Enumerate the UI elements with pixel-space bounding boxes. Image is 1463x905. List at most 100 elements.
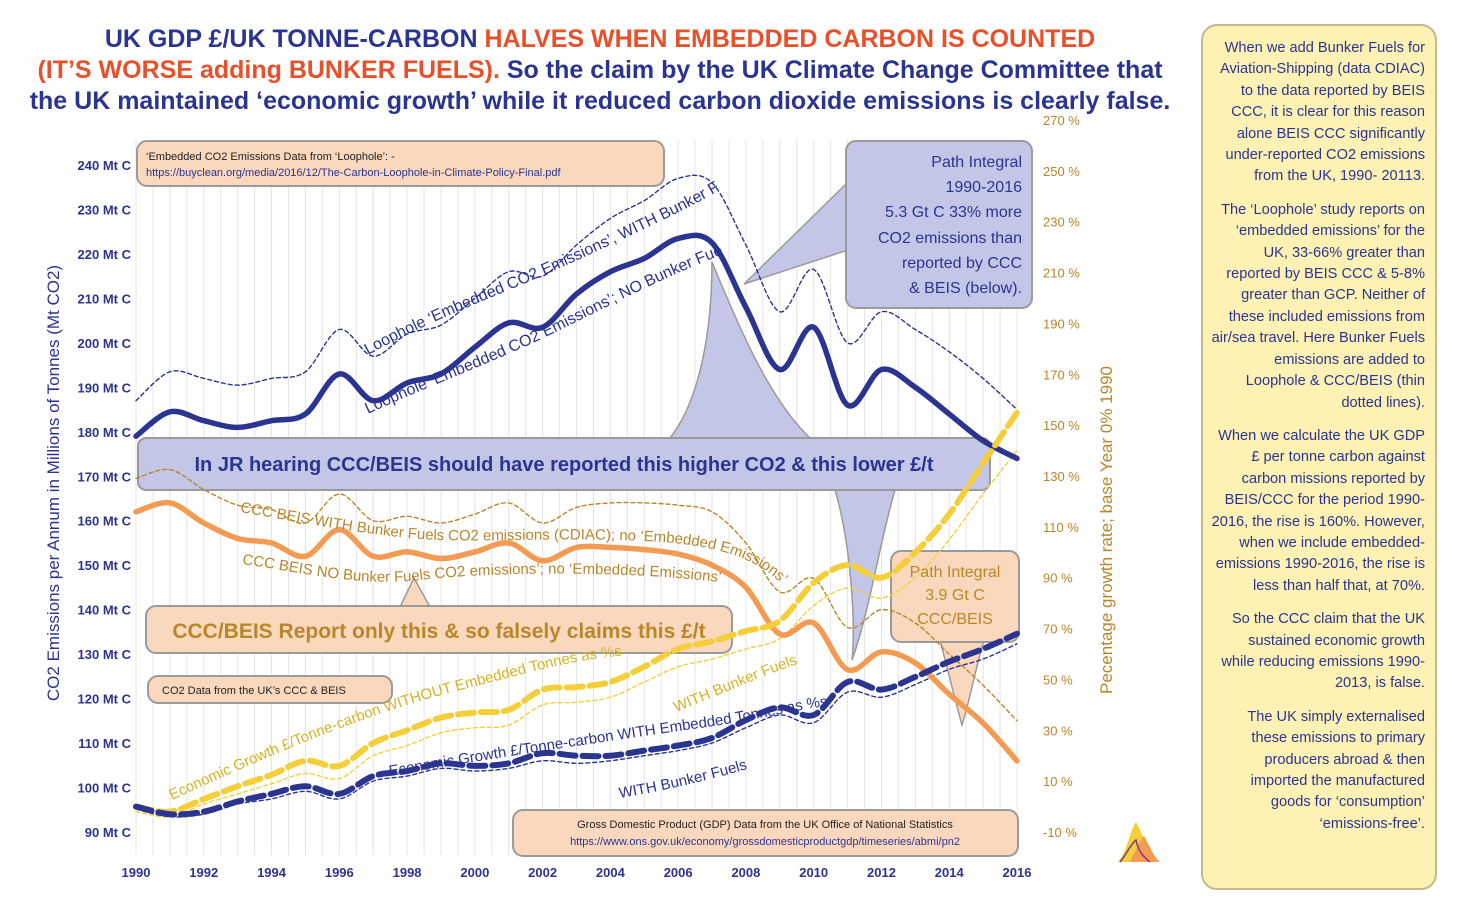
- ccc-source-text: CO2 Data from the UK’s CCC & BEIS: [162, 685, 346, 697]
- loophole-callout: [743, 140, 1033, 309]
- y2-tick-label: 250 %: [1043, 164, 1080, 179]
- y2-tick-label: 50 %: [1043, 672, 1073, 687]
- right-axis-ticks: -10 % 10 % 30 % 50 % 70 % 90 % 110 % 130 % 150 %…: [1043, 113, 1080, 840]
- series-line-1: [135, 174, 1018, 411]
- note-paragraph-2: The ‘Loophole’ study reports on ‘embedde…: [1211, 201, 1425, 411]
- y-tick-label: 160 Mt C: [78, 514, 132, 529]
- title-part-4: So the claim by the UK Climate Change Co…: [499, 56, 1163, 84]
- ccc-claim-text: CCC/BEIS Report only this & so falsely c…: [172, 620, 705, 643]
- label-econ-without-text: Economic Growth £/Tonne-carbon WITHOUT E…: [167, 643, 623, 804]
- data-series: [133, 174, 1020, 818]
- x-tick-label: 1994: [257, 865, 287, 880]
- loophole-source-line-2: https://buyclean.org/media/2016/12/The-C…: [146, 167, 561, 179]
- x-tick-label: 2014: [935, 865, 965, 880]
- path-integral-ccc-text: Path Integral 3.9 Gt C CCC/BEIS: [910, 564, 1001, 628]
- x-tick-label: 2008: [731, 865, 760, 880]
- y2-axis-label: Pecentage growth rate; base Year 0% 1990: [1097, 366, 1116, 694]
- note-paragraph-4: So the CCC claim that the UK sustained e…: [1221, 611, 1425, 692]
- ccc-claim-callout: [145, 576, 733, 654]
- y-tick-label: 120 Mt C: [78, 692, 132, 707]
- y2-tick-label: 110 %: [1043, 520, 1079, 535]
- y2-tick-label: 150 %: [1043, 418, 1080, 433]
- gdp-source-line-1: Gross Domestic Product (GDP) Data from t…: [577, 819, 953, 831]
- y2-tick-label: 130 %: [1043, 469, 1080, 484]
- pic-line-2: 3.9 Gt C: [925, 587, 985, 604]
- y-tick-label: 190 Mt C: [78, 380, 132, 395]
- y2-tick-label: 230 %: [1043, 215, 1080, 230]
- y2-tick-label: 210 %: [1043, 266, 1080, 281]
- pil-line-6: & BEIS (below).: [909, 280, 1022, 297]
- title-part-1: UK GDP £/UK TONNE-CARBON: [104, 25, 485, 53]
- y-tick-label: 110 Mt C: [78, 736, 131, 751]
- path-integral-loophole-text: Path Integral 1990-2016 5.3 Gt C 33% mor…: [878, 154, 1022, 297]
- x-tick-label: 1998: [393, 865, 422, 880]
- y-tick-label: 230 Mt C: [78, 202, 132, 217]
- ccc-path-callout-box: [890, 550, 1020, 643]
- y-tick-label: 210 Mt C: [78, 291, 132, 306]
- pic-line-1: Path Integral: [910, 564, 1001, 581]
- note-paragraph-5: The UK simply externalised these emissio…: [1247, 708, 1425, 832]
- loophole-callout-box: [845, 140, 1033, 309]
- label-econ-without: Economic Growth £/Tonne-carbon WITHOUT E…: [167, 643, 623, 804]
- y-tick-label: 100 Mt C: [78, 781, 132, 796]
- jr-callout-pointer-up: [668, 261, 812, 439]
- y2-tick-label: 190 %: [1043, 316, 1080, 331]
- title-part-2: HALVES WHEN EMBEDDED CARBON IS COUNTED: [484, 25, 1096, 53]
- chart-canvas: 1990 1992 1994 1996 1998 2000 2002 2004 2006 2008…: [0, 0, 1160, 880]
- y2-tick-label: -10 %: [1043, 825, 1077, 840]
- series-line-6: [133, 630, 1020, 818]
- pil-line-2: 1990-2016: [945, 179, 1022, 196]
- x-tick-label: 1990: [122, 865, 151, 880]
- x-tick-label: 2010: [799, 865, 828, 880]
- jr-callout: [137, 261, 991, 661]
- series-line-4: [133, 409, 1020, 815]
- x-tick-label: 1996: [325, 865, 354, 880]
- label-econ-with-text: Economic Growth £/Tonne-carbon WITH Embe…: [388, 693, 829, 780]
- gdp-source-line-2: https://www.ons.gov.uk/economy/grossdome…: [570, 836, 960, 848]
- gdp-source-box: [512, 809, 1019, 857]
- y-tick-label: 130 Mt C: [78, 647, 132, 662]
- y2-tick-label: 70 %: [1043, 622, 1073, 637]
- series-line-7: [135, 643, 1018, 818]
- series-line-0: [133, 232, 1020, 462]
- series-line-3: [135, 468, 1018, 722]
- y-tick-label: 90 Mt C: [85, 825, 132, 840]
- y-tick-label: 220 Mt C: [78, 247, 132, 262]
- x-tick-label: 2004: [596, 865, 626, 880]
- x-tick-label: 2002: [528, 865, 557, 880]
- title-line-3: the UK maintained ‘economic growth’ whil…: [29, 87, 1171, 115]
- title-part-3: (IT’S WORSE adding BUNKER FUELS).: [37, 56, 500, 84]
- y2-tick-label: 10 %: [1043, 774, 1073, 789]
- loophole-source-box: [136, 140, 665, 187]
- pil-line-4: CO2 emissions than: [878, 230, 1022, 247]
- left-axis-ticks: 90 Mt C 100 Mt C 110 Mt C 120 Mt C 130 Mt C 1…: [78, 158, 132, 840]
- label-ccc-no-text: CCC BEIS NO Bunker Fuels CO2 emissions’;…: [241, 551, 722, 586]
- y-axis-label: CO2 Emissions per Annum in Millions of T…: [44, 265, 63, 701]
- x-tick-label: 2000: [460, 865, 489, 880]
- x-tick-label: 2012: [867, 865, 896, 880]
- jr-hearing-text: In JR hearing CCC/BEIS should have repor…: [194, 454, 933, 476]
- pil-line-3: 5.3 Gt C 33% more: [885, 204, 1022, 221]
- pil-line-1: Path Integral: [931, 154, 1022, 171]
- x-tick-label: 1992: [189, 865, 218, 880]
- note-paragraph-3: When we calculate the UK GDP £ per tonne…: [1211, 427, 1425, 594]
- ccc-claim-callout-box: [145, 605, 733, 654]
- y-tick-label: 140 Mt C: [78, 603, 132, 618]
- pil-line-5: reported by CCC: [902, 255, 1022, 272]
- y-tick-label: 240 Mt C: [78, 158, 132, 173]
- loophole-source-line-1: ‘Embedded CO2 Emissions Data from ‘Looph…: [146, 151, 395, 163]
- ccc-source-box: [147, 675, 393, 704]
- x-tick-label: 2016: [1003, 865, 1032, 880]
- series-line-2: [133, 499, 1020, 764]
- label-econ-with: Economic Growth £/Tonne-carbon WITH Embe…: [388, 693, 829, 780]
- y2-tick-label: 170 %: [1043, 367, 1080, 382]
- notes-panel: When we add Bunker Fuels for Aviation-Sh…: [1201, 24, 1437, 890]
- y-tick-label: 200 Mt C: [78, 336, 132, 351]
- x-axis-ticks: 1990 1992 1994 1996 1998 2000 2002 2004 2006 2008…: [122, 865, 1032, 880]
- y2-tick-label: 90 %: [1043, 571, 1073, 586]
- logo-icon: [1118, 822, 1160, 863]
- chart-title: UK GDP £/UK TONNE-CARBON HALVES WHEN EMB…: [20, 24, 1180, 117]
- loophole-callout-pointer: [743, 180, 849, 285]
- x-tick-label: 2006: [664, 865, 693, 880]
- y2-tick-label: 270 %: [1043, 113, 1080, 128]
